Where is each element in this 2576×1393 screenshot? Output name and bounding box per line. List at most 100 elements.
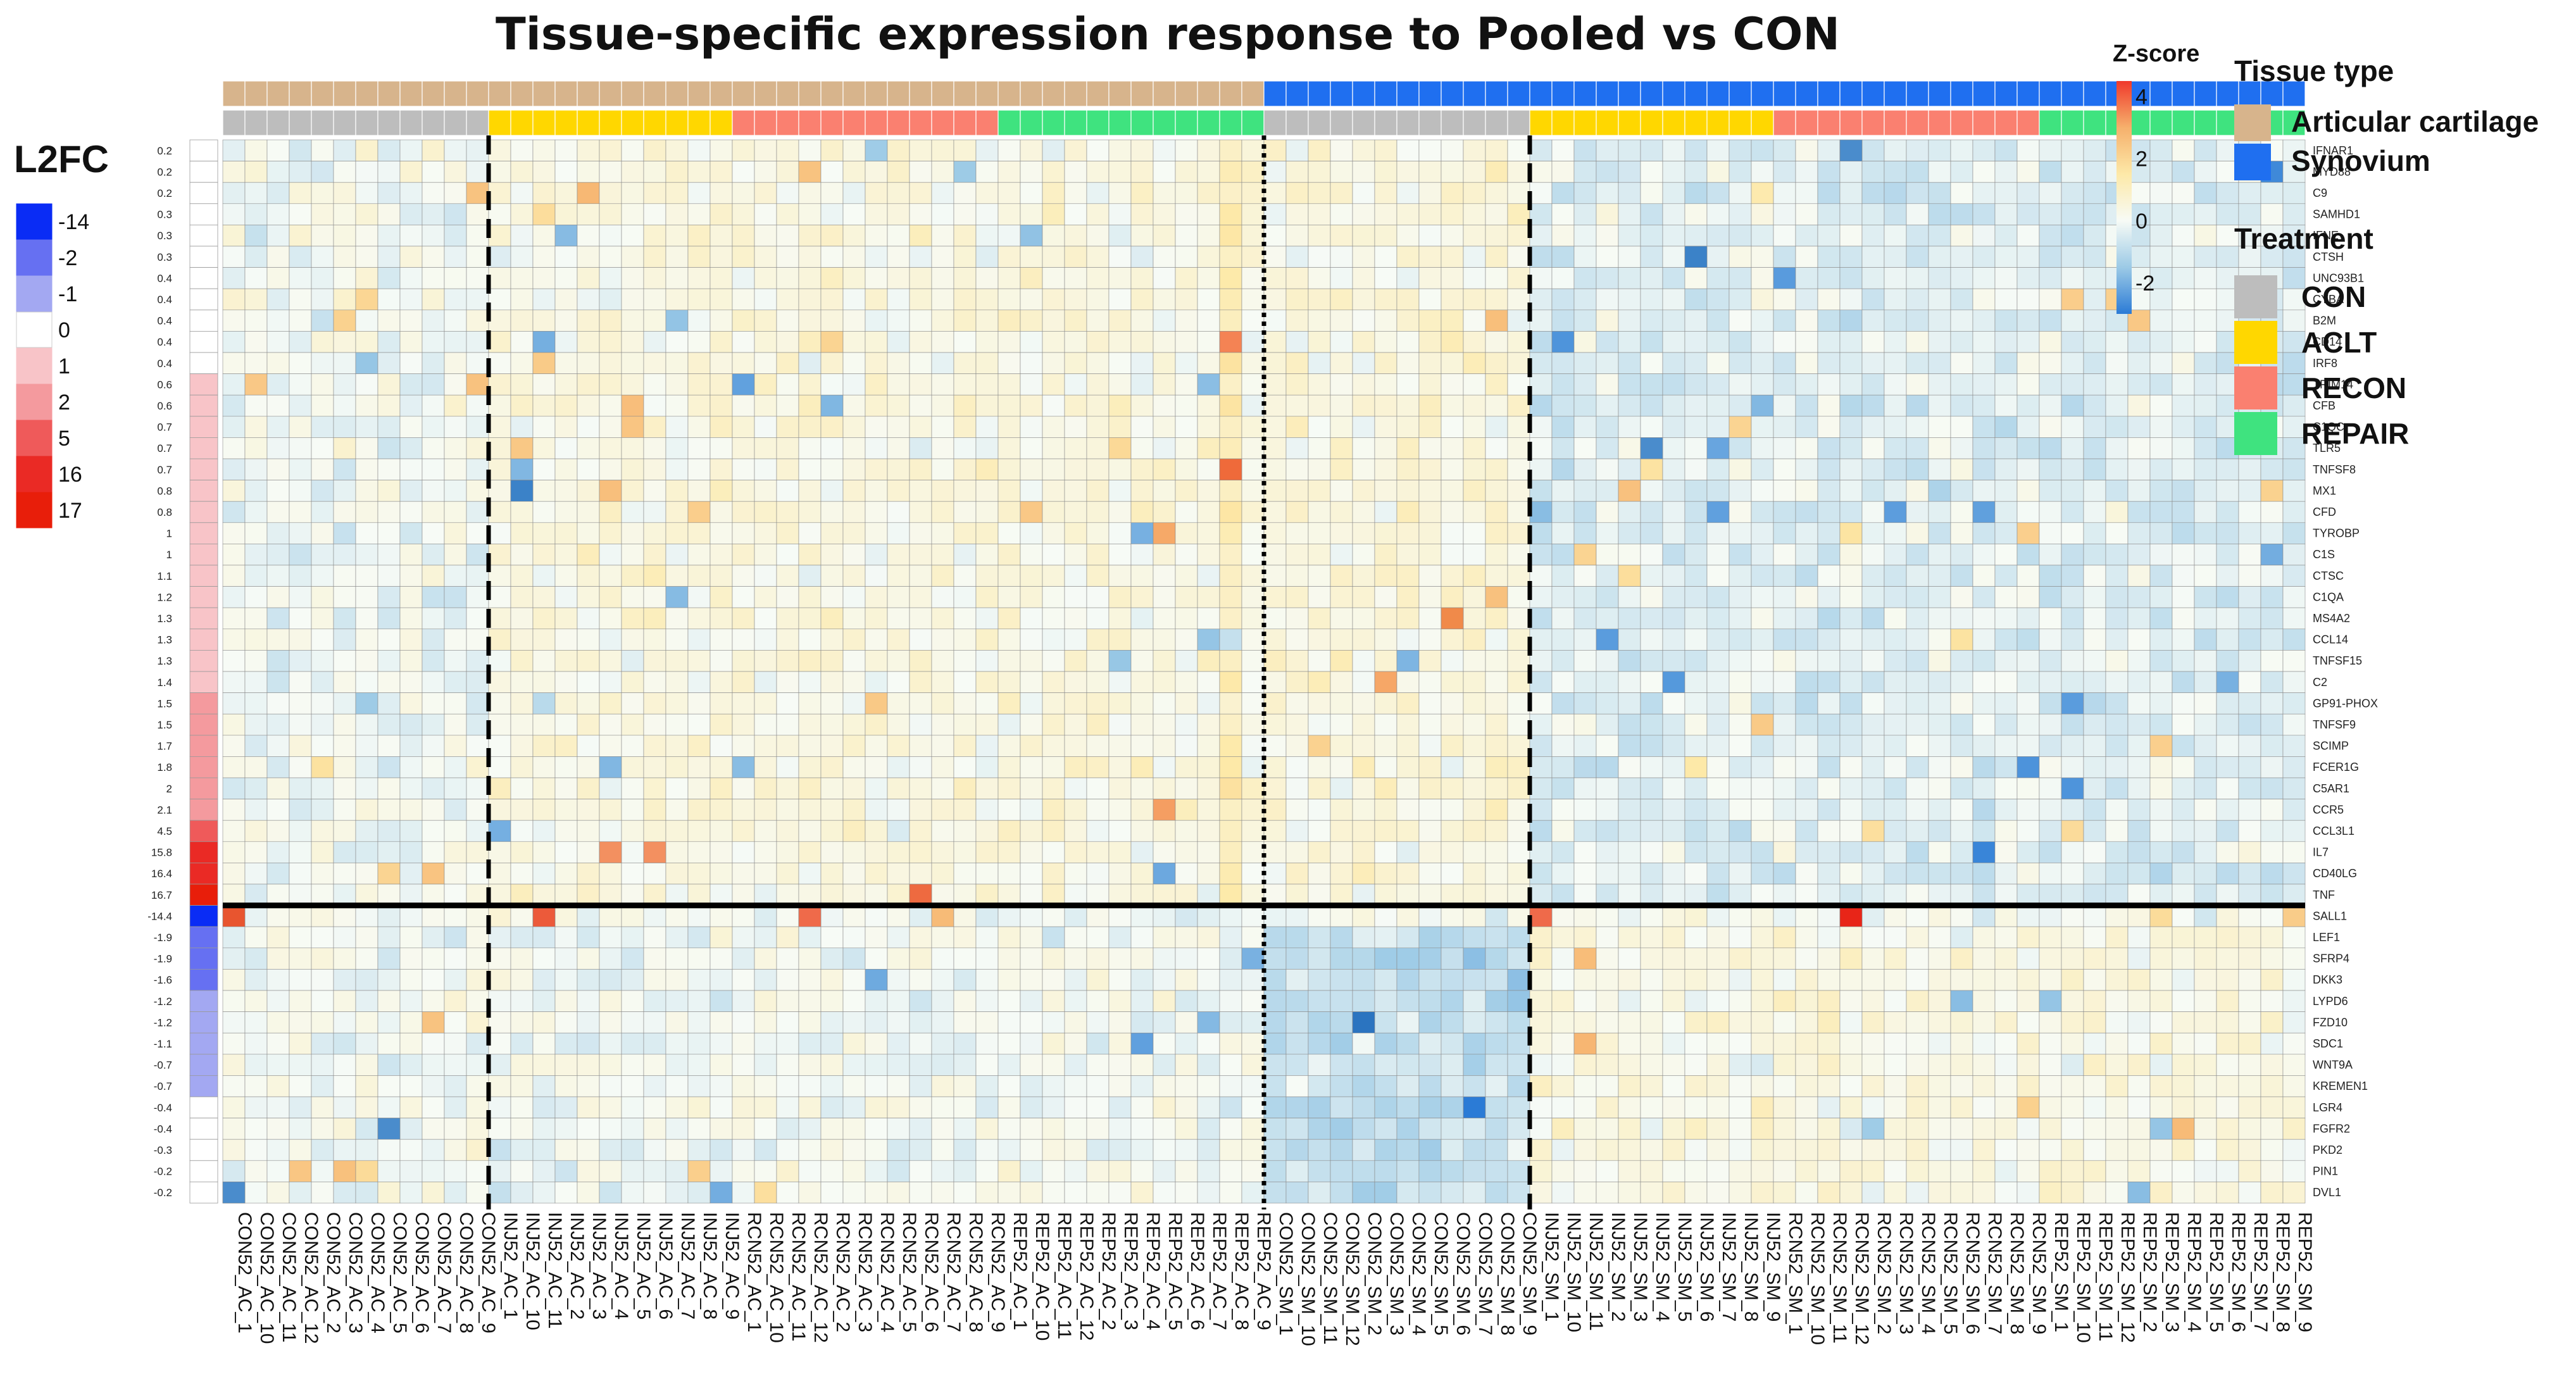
cell-MX1-CON52_SM_7	[1463, 480, 1486, 502]
cell-LGR4-RCN52_AC_4	[865, 1096, 888, 1118]
cell-TYROBP-RCN52_AC_1	[732, 522, 755, 544]
cell-C1S-REP52_AC_5	[1153, 544, 1176, 566]
cell-SFRP4-RCN52_SM_2	[1861, 947, 1885, 970]
cell-CYBA-INJ52_AC_1	[488, 288, 511, 311]
cell-CCL14-CON52_AC_11	[266, 628, 290, 651]
cell-MYD88-CON52_SM_3	[1374, 161, 1397, 183]
cell-DVL1-RCN52_SM_10	[1795, 1182, 1818, 1204]
cell-TYROBP-CON52_SM_11	[1308, 522, 1331, 544]
cell-MYD88-REP52_AC_8	[1219, 161, 1242, 183]
cell-SFRP4-INJ52_SM_5	[1662, 947, 1685, 970]
cell-DKK3-RCN52_AC_3	[842, 969, 866, 991]
cell-C2-CON52_AC_5	[377, 671, 401, 693]
cell-TLR5-CON52_SM_6	[1441, 437, 1464, 459]
cell-TNF-INJ52_AC_11	[532, 884, 556, 906]
cell-SDC1-CON52_AC_5	[377, 1032, 401, 1055]
cell-FZD10-CON52_SM_12	[1330, 1011, 1353, 1034]
cell-CCR5-REP52_AC_7	[1197, 799, 1220, 821]
cell-TNF-RCN52_AC_3	[842, 884, 866, 906]
cell-IFNAR1-INJ52_SM_7	[1706, 139, 1730, 161]
cell-DVL1-RCN52_SM_5	[1928, 1182, 1951, 1204]
cell-TYROBP-INJ52_AC_5	[621, 522, 644, 544]
cell-PKD2-INJ52_AC_7	[665, 1139, 689, 1161]
cell-TLR5-RCN52_SM_4	[1906, 437, 1929, 459]
cell-IFNAR1-REP52_AC_11	[1042, 139, 1065, 161]
cell-CCL14-REP52_SM_4	[2172, 628, 2195, 651]
cell-SAMHD1-REP52_AC_9	[1241, 203, 1265, 225]
cell-KREMEN1-CON52_SM_12	[1330, 1075, 1353, 1097]
cell-B2M-INJ52_AC_3	[577, 309, 600, 332]
cell-C1S-INJ52_AC_4	[599, 544, 622, 566]
cell-WNT9A-RCN52_SM_8	[1994, 1054, 2018, 1076]
cell-SFRP4-INJ52_AC_4	[599, 947, 622, 970]
cell-GP91-PHOX-CON52_SM_5	[1418, 692, 1442, 715]
cell-SFRP4-RCN52_AC_11	[776, 947, 799, 970]
cell-IFNE-REP52_AC_1	[997, 225, 1021, 247]
cell-highlight-SALL1-RCN52_AC_12	[798, 905, 822, 927]
treatment-cell-RCN52_SM_1	[1773, 109, 1796, 136]
cell-TYROBP-RCN52_SM_11	[1817, 522, 1841, 544]
cell-C1S-RCN52_AC_5	[887, 544, 910, 566]
cell-C9-REP52_AC_4	[1130, 182, 1154, 204]
cell-TNF-RCN52_SM_7	[1972, 884, 1996, 906]
cell-GP91-PHOX-REP52_AC_2	[1086, 692, 1110, 715]
cell-C1QC-RCN52_AC_2	[820, 416, 844, 438]
cell-SCIMP-REP52_SM_6	[2216, 735, 2239, 757]
cell-GP91-PHOX-REP52_SM_12	[2105, 692, 2129, 715]
cell-DVL1-INJ52_AC_7	[665, 1182, 689, 1204]
cell-CCL14-REP52_SM_3	[2149, 628, 2173, 651]
cell-DKK3-INJ52_AC_9	[710, 969, 733, 991]
cell-TNFSF9-RCN52_SM_6	[1950, 713, 1973, 736]
cell-MYD88-REP52_AC_9	[1241, 161, 1265, 183]
cell-LEF1-INJ52_AC_3	[577, 926, 600, 949]
tissue-cell-CON52_AC_4	[355, 80, 378, 107]
cell-B2M-REP52_AC_6	[1175, 309, 1198, 332]
cell-C5AR1-INJ52_AC_6	[643, 777, 666, 799]
cell-WNT9A-REP52_SM_12	[2105, 1054, 2129, 1076]
cell-SALL1-RCN52_AC_8	[953, 905, 977, 927]
cell-B2M-RCN52_AC_11	[776, 309, 799, 332]
cell-CFD-INJ52_AC_3	[577, 501, 600, 523]
cell-LEF1-CON52_SM_7	[1463, 926, 1486, 949]
cell-MS4A2-INJ52_AC_5	[621, 607, 644, 630]
cell-MS4A2-REP52_SM_7	[2238, 607, 2261, 630]
cell-SAMHD1-CON52_SM_2	[1352, 203, 1375, 225]
tissue-cell-INJ52_AC_1	[488, 80, 511, 107]
cell-TNF-CON52_AC_9	[466, 884, 489, 906]
cell-LGR4-REP52_SM_4	[2172, 1096, 2195, 1118]
cell-FZD10-INJ52_SM_1	[1529, 1011, 1553, 1034]
cell-CYBA-RCN52_AC_3	[842, 288, 866, 311]
cell-CYBA-CON52_SM_5	[1418, 288, 1442, 311]
cell-CCL3L1-RCN52_SM_4	[1906, 820, 1929, 842]
cell-LYPD6-REP52_AC_2	[1086, 990, 1110, 1012]
cell-IRF8-CON52_AC_11	[266, 352, 290, 374]
cell-CD14-REP52_SM_12	[2105, 331, 2129, 353]
cell-MS4A2-RCN52_AC_5	[887, 607, 910, 630]
cell-FCER1G-CON52_SM_7	[1463, 756, 1486, 778]
cell-TNFSF15-REP52_AC_4	[1130, 650, 1154, 672]
cell-LGR4-INJ52_SM_11	[1573, 1096, 1597, 1118]
cell-SDC1-CON52_AC_3	[333, 1032, 356, 1055]
cell-TRIM14-INJ52_AC_10	[510, 373, 534, 396]
cell-PKD2-CON52_SM_4	[1396, 1139, 1420, 1161]
cell-C1QA-CON52_AC_5	[377, 586, 401, 608]
cell-IFNE-RCN52_AC_11	[776, 225, 799, 247]
cell-C1S-REP52_SM_1	[2039, 544, 2062, 566]
cell-TNFSF15-RCN52_AC_12	[798, 650, 822, 672]
cell-TNF-RCN52_AC_12	[798, 884, 822, 906]
cell-IFNAR1-INJ52_SM_6	[1684, 139, 1708, 161]
treatment-cell-REP52_SM_1	[2039, 109, 2062, 136]
cell-FGFR2-RCN52_AC_6	[909, 1118, 932, 1140]
cell-TRIM14-REP52_SM_9	[2282, 373, 2306, 396]
cell-CTSH-REP52_AC_2	[1086, 246, 1110, 268]
cell-B2M-REP52_AC_10	[1020, 309, 1043, 332]
cell-CD40LG-INJ52_SM_8	[1729, 863, 1752, 885]
cell-CD40LG-REP52_AC_4	[1130, 863, 1154, 885]
cell-FCER1G-INJ52_SM_11	[1573, 756, 1597, 778]
cell-TRIM14-REP52_SM_11	[2083, 373, 2106, 396]
cell-FGFR2-REP52_SM_3	[2149, 1118, 2173, 1140]
cell-C5AR1-REP52_SM_5	[2194, 777, 2217, 799]
cell-SAMHD1-REP52_SM_5	[2194, 203, 2217, 225]
cell-C2-REP52_AC_10	[1020, 671, 1043, 693]
cell-LGR4-REP52_AC_8	[1219, 1096, 1242, 1118]
